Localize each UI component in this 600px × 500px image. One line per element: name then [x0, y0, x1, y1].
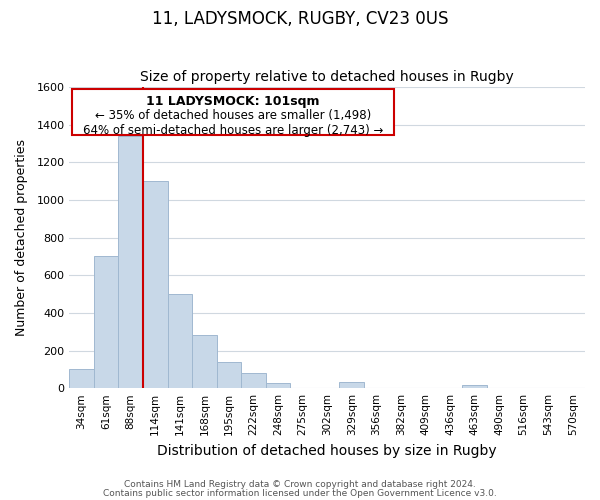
Text: 11 LADYSMOCK: 101sqm: 11 LADYSMOCK: 101sqm — [146, 94, 320, 108]
Text: Contains HM Land Registry data © Crown copyright and database right 2024.: Contains HM Land Registry data © Crown c… — [124, 480, 476, 489]
Bar — [167, 294, 192, 388]
Bar — [118, 136, 143, 388]
Bar — [241, 373, 266, 388]
Bar — [217, 362, 241, 388]
Title: Size of property relative to detached houses in Rugby: Size of property relative to detached ho… — [140, 70, 514, 85]
Text: Contains public sector information licensed under the Open Government Licence v3: Contains public sector information licen… — [103, 488, 497, 498]
Bar — [462, 386, 487, 388]
Bar — [266, 382, 290, 388]
Bar — [143, 181, 167, 388]
Text: 11, LADYSMOCK, RUGBY, CV23 0US: 11, LADYSMOCK, RUGBY, CV23 0US — [152, 10, 448, 28]
FancyBboxPatch shape — [72, 88, 394, 135]
X-axis label: Distribution of detached houses by size in Rugby: Distribution of detached houses by size … — [157, 444, 497, 458]
Bar — [192, 334, 217, 388]
Text: 64% of semi-detached houses are larger (2,743) →: 64% of semi-detached houses are larger (… — [83, 124, 383, 137]
Bar — [94, 256, 118, 388]
Y-axis label: Number of detached properties: Number of detached properties — [15, 139, 28, 336]
Bar — [70, 370, 94, 388]
Bar — [340, 382, 364, 388]
Text: ← 35% of detached houses are smaller (1,498): ← 35% of detached houses are smaller (1,… — [95, 109, 371, 122]
